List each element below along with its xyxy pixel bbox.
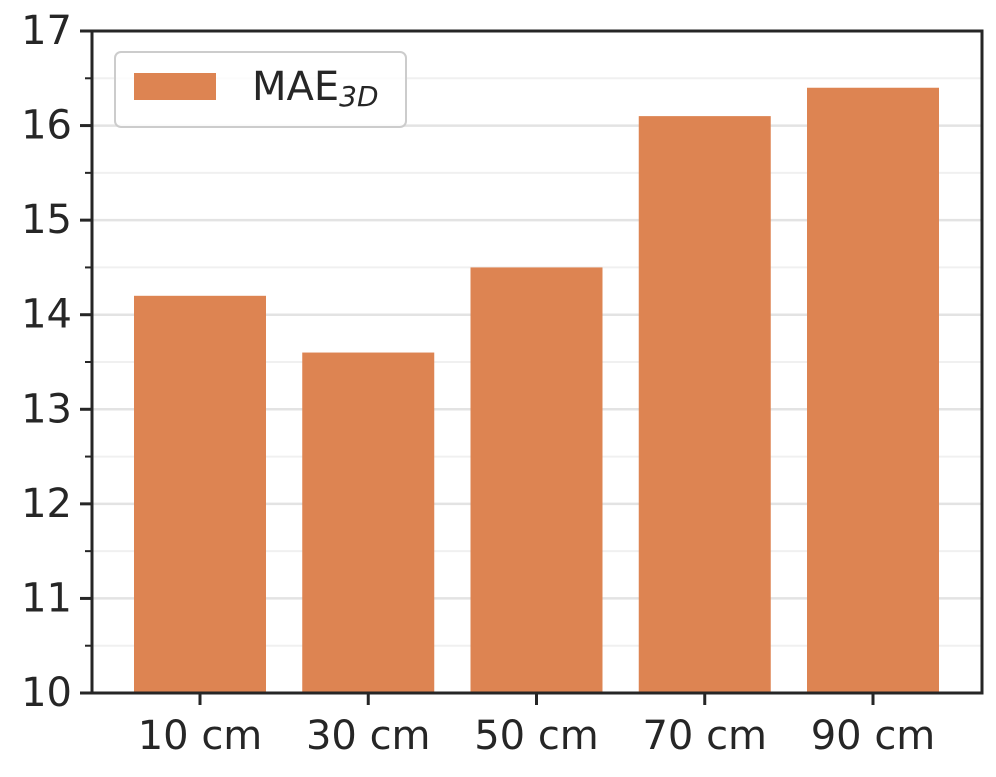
legend-swatch [134, 73, 216, 100]
x-tick-label: 90 cm [811, 713, 936, 759]
x-tick-label: 70 cm [642, 713, 767, 759]
bar [807, 87, 939, 693]
y-tick-label: 14 [21, 292, 72, 338]
bar [302, 352, 435, 693]
legend-name: MAE [252, 64, 339, 110]
legend-label: MAE3D [252, 64, 379, 113]
y-tick-label: 15 [21, 197, 72, 243]
bar [638, 116, 771, 694]
y-tick-label: 11 [21, 575, 72, 621]
y-tick-label: 13 [21, 386, 72, 432]
bar [470, 267, 603, 693]
legend-box [114, 51, 407, 128]
x-tick-label: 50 cm [474, 713, 599, 759]
legend-subscript: 3D [339, 80, 378, 113]
x-tick-label: 10 cm [138, 713, 263, 759]
x-tick-label: 30 cm [306, 713, 431, 759]
y-tick-label: 17 [21, 8, 72, 54]
y-tick-label: 12 [21, 481, 72, 527]
y-tick-label: 10 [21, 670, 72, 716]
y-tick-label: 16 [21, 103, 72, 149]
bar [134, 295, 266, 693]
